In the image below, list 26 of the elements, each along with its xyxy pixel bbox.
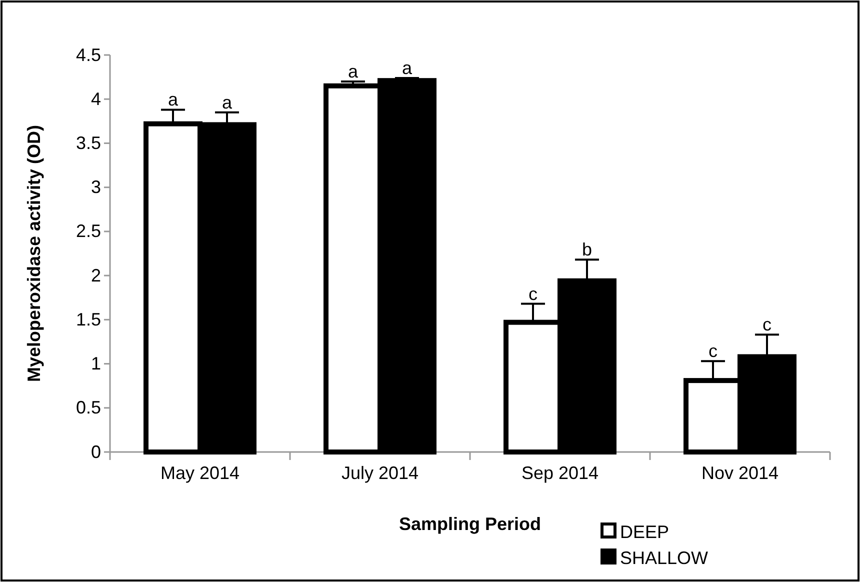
x-tick-label: Nov 2014 xyxy=(701,462,779,483)
data-label: a xyxy=(402,58,413,78)
y-tick-label: 0 xyxy=(90,442,101,462)
x-tick-label: May 2014 xyxy=(160,462,240,483)
data-label: a xyxy=(168,90,179,110)
y-tick-label: 4.5 xyxy=(76,44,101,65)
data-label: a xyxy=(348,61,359,82)
y-tick-label: 2.5 xyxy=(76,221,101,242)
y-axis-title: Myeloperoxidase activity (OD) xyxy=(24,124,44,382)
y-tick-label: 2 xyxy=(90,265,101,286)
legend-label: DEEP xyxy=(620,522,670,542)
legend-label: SHALLOW xyxy=(620,548,708,568)
y-tick-label: 4 xyxy=(90,88,101,109)
y-tick-label: 3.5 xyxy=(76,132,101,153)
data-label: c xyxy=(708,341,718,362)
x-tick-label: July 2014 xyxy=(341,462,419,483)
data-label: b xyxy=(582,240,592,260)
y-tick-label: 3 xyxy=(90,177,101,198)
y-tick-label: 1.5 xyxy=(76,309,101,330)
y-tick-label: 0.5 xyxy=(76,398,101,418)
x-axis-title: Sampling Period xyxy=(398,514,542,534)
data-label: a xyxy=(222,92,233,112)
y-tick-label: 1 xyxy=(90,354,101,374)
data-label: c xyxy=(762,314,772,335)
data-label: c xyxy=(528,284,538,304)
x-tick-label: Sep 2014 xyxy=(521,462,599,483)
